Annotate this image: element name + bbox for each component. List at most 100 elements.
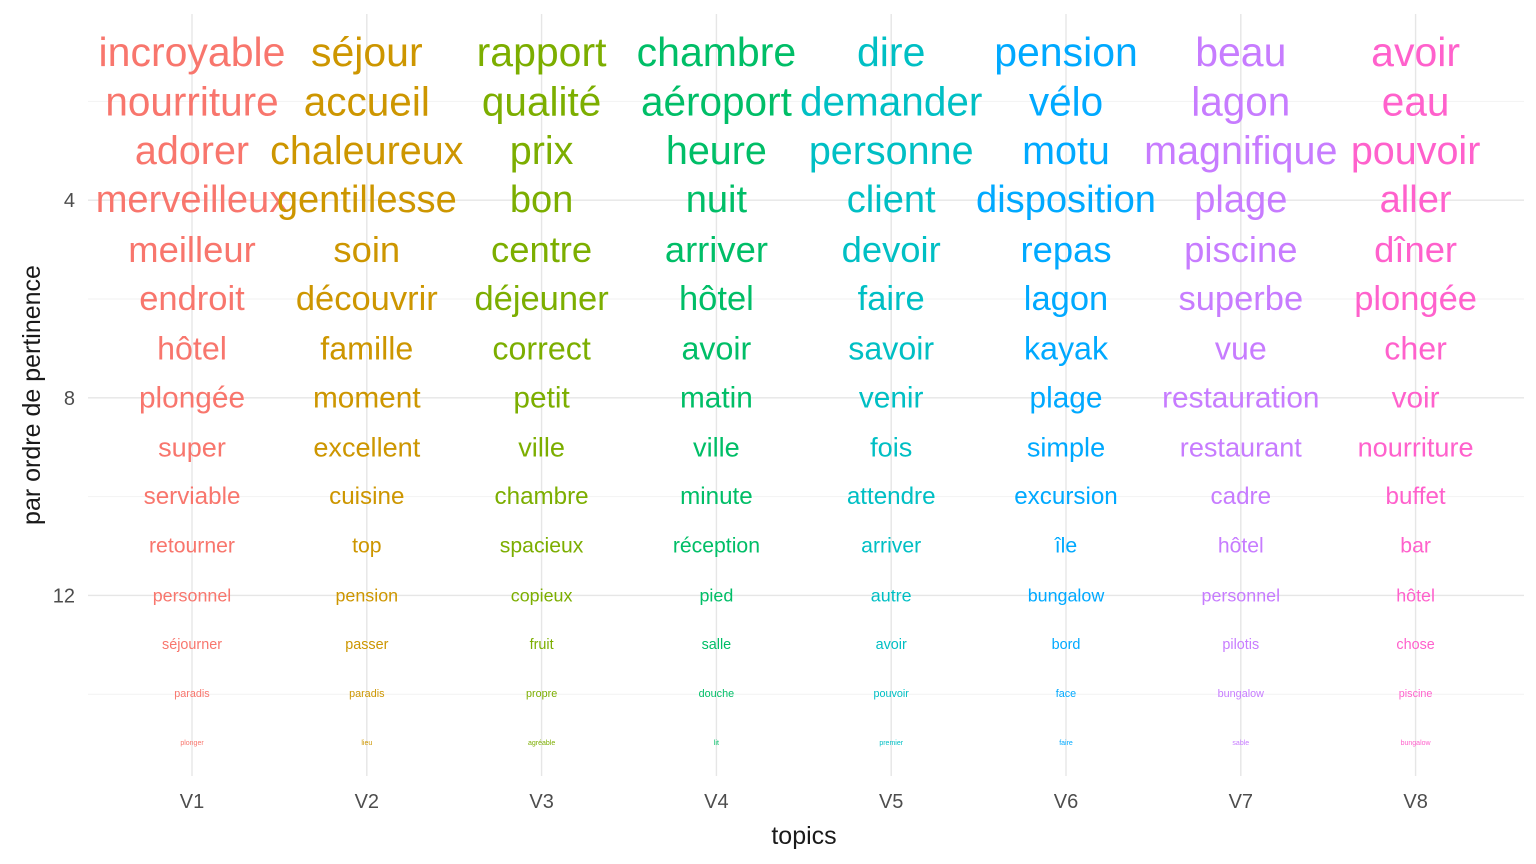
word-v1-3: adorer [135,129,249,173]
word-v6-10: excursion [1014,483,1118,510]
word-v7-7: vue [1215,330,1267,366]
word-v3-8: petit [513,381,570,414]
word-v7-2: lagon [1191,78,1290,124]
word-v7-9: restaurant [1180,432,1302,463]
word-v7-10: cadre [1211,483,1272,510]
word-v7-8: restauration [1162,381,1319,414]
word-v8-6: plongée [1354,280,1477,318]
word-v8-1: avoir [1371,29,1460,75]
x-tick-label-V4: V4 [704,791,728,813]
word-v7-15: sable [1232,740,1249,747]
word-v2-1: séjour [311,29,423,75]
word-v4-6: hôtel [679,280,754,318]
word-v3-5: centre [491,229,592,270]
word-v1-10: serviable [144,483,241,510]
word-v5-5: devoir [842,229,941,270]
word-v1-1: incroyable [99,29,286,75]
word-v5-1: dire [857,29,925,75]
word-v7-13: pilotis [1222,637,1259,653]
word-v8-8: voir [1392,381,1440,414]
word-v1-13: séjourner [162,637,222,653]
word-v7-3: magnifique [1144,129,1337,173]
word-v2-15: lieu [361,740,372,747]
word-v6-1: pension [994,29,1138,75]
word-v4-5: arriver [665,229,768,270]
word-v5-10: attendre [847,483,936,510]
word-v8-14: piscine [1399,688,1433,700]
word-v6-12: bungalow [1028,585,1105,605]
word-v4-11: réception [673,535,760,558]
word-v3-9: ville [518,432,565,463]
word-v3-13: fruit [530,637,554,653]
word-v3-15: agréable [528,740,555,747]
word-v6-13: bord [1052,637,1081,653]
word-v6-11: île [1054,535,1077,558]
word-v6-15: faire [1059,740,1073,747]
word-v4-13: salle [702,637,732,653]
word-v8-12: hôtel [1396,585,1435,605]
word-v3-11: spacieux [500,535,584,558]
word-v2-7: famille [320,330,413,366]
word-v3-1: rapport [477,29,608,75]
word-v5-2: demander [800,78,982,124]
word-v7-6: superbe [1178,280,1303,318]
word-v2-6: découvrir [296,280,438,318]
x-tick-label-V5: V5 [879,791,903,813]
word-v7-4: plage [1194,179,1287,221]
word-v5-6: faire [858,280,925,318]
word-v1-7: hôtel [157,330,227,366]
word-v5-9: fois [870,432,912,463]
word-v7-5: piscine [1184,229,1297,270]
word-v8-10: buffet [1386,483,1446,510]
word-v6-8: plage [1030,381,1103,414]
word-v2-14: paradis [349,688,385,700]
word-v5-4: client [847,179,936,221]
word-v4-2: aéroport [641,78,792,124]
x-tick-label-V1: V1 [180,791,204,813]
word-v2-9: excellent [313,432,420,463]
word-v4-15: lit [714,740,719,747]
word-v3-10: chambre [495,483,589,510]
x-tick-label-V6: V6 [1054,791,1078,813]
word-v1-15: plonger [180,740,204,747]
x-tick-label-V3: V3 [529,791,553,813]
word-v1-11: retourner [149,535,235,558]
word-v7-11: hôtel [1218,535,1264,558]
word-v4-9: ville [693,432,740,463]
word-v1-12: personnel [153,585,232,605]
word-v2-4: gentillesse [277,179,457,221]
word-v3-3: prix [510,129,574,173]
word-v6-4: disposition [976,179,1156,221]
word-v6-6: lagon [1024,280,1108,318]
word-v8-7: cher [1384,330,1447,366]
word-v6-5: repas [1020,229,1111,270]
word-v1-8: plongée [139,381,245,414]
word-v3-12: copieux [511,585,573,605]
word-v2-5: soin [333,229,400,270]
word-v4-3: heure [666,129,767,173]
word-v1-2: nourriture [105,78,278,124]
word-v1-4: merveilleux [96,179,289,221]
word-v5-15: premier [879,740,903,747]
x-axis-ticks: V1 V2 V3 V4 V5 V6 V7 V8 [180,791,1428,813]
grid [88,14,1524,776]
word-v2-11: top [352,535,381,558]
word-v2-3: chaleureux [270,129,463,173]
y-tick-label-12: 12 [53,585,75,607]
word-v6-14: face [1056,688,1076,700]
word-v6-2: vélo [1029,78,1103,124]
word-v7-14: bungalow [1218,688,1264,700]
word-v2-10: cuisine [329,483,404,510]
x-axis-title: topics [771,822,836,850]
word-v2-12: pension [335,585,398,605]
y-axis-ticks: 4 8 12 [53,190,75,607]
word-v2-8: moment [313,381,421,414]
word-v3-6: déjeuner [474,280,608,318]
word-v7-1: beau [1195,29,1286,75]
word-v5-8: venir [859,381,924,414]
x-tick-label-V8: V8 [1403,791,1427,813]
word-v1-6: endroit [139,280,245,318]
word-v5-11: arriver [861,535,921,558]
word-v8-11: bar [1400,535,1431,558]
